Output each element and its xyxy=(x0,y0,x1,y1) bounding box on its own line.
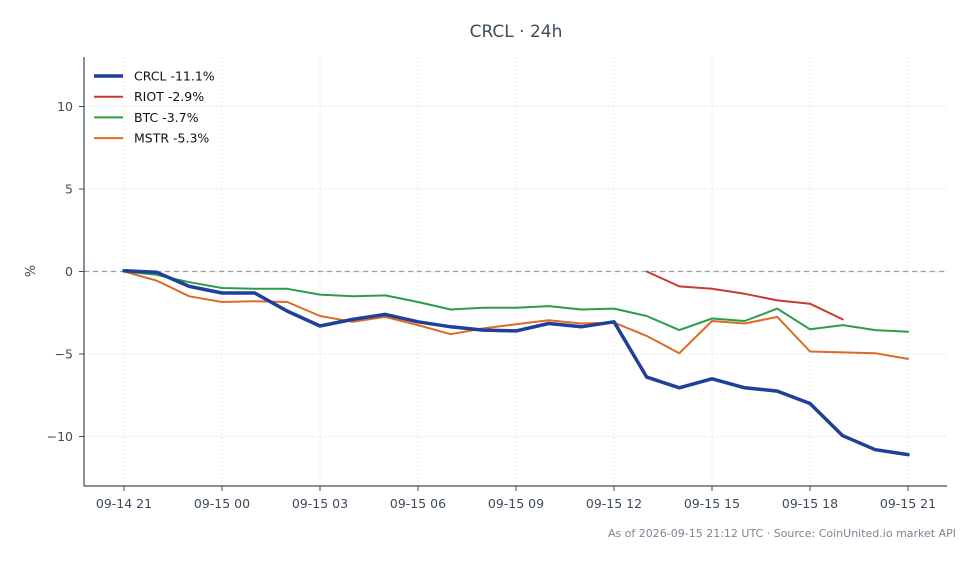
grid xyxy=(84,57,947,486)
chart-title: CRCL · 24h xyxy=(470,22,563,42)
y-tick-label: 10 xyxy=(57,99,73,114)
x-axis-ticks: 09-14 21 09-15 00 09-15 03 09-15 06 09-15 09… xyxy=(96,486,936,511)
series-line-crcl xyxy=(122,268,910,457)
x-tick-label: 09-15 21 xyxy=(880,496,936,511)
source-footer: As of 2026-09-15 21:12 UTC · Source: Coi… xyxy=(608,527,956,540)
x-tick-label: 09-15 09 xyxy=(488,496,544,511)
y-tick-label: 5 xyxy=(65,182,73,197)
x-tick-label: 09-15 18 xyxy=(782,496,838,511)
x-tick-label: 09-15 00 xyxy=(194,496,250,511)
y-axis-label: % xyxy=(24,265,39,277)
y-axis-ticks: 10 5 0 −5 −10 xyxy=(47,99,84,444)
series-line-riot xyxy=(645,270,844,321)
series-line-btc xyxy=(123,270,909,333)
x-tick-label: 09-15 06 xyxy=(390,496,446,511)
y-tick-label: −5 xyxy=(55,347,73,362)
series-lines xyxy=(122,268,910,457)
legend-label-mstr: MSTR -5.3% xyxy=(134,131,209,146)
x-tick-label: 09-14 21 xyxy=(96,496,152,511)
y-tick-label: −10 xyxy=(47,429,73,444)
legend-label-riot: RIOT -2.9% xyxy=(134,89,204,104)
legend-label-crcl: CRCL -11.1% xyxy=(134,69,215,84)
legend: CRCL -11.1% RIOT -2.9% BTC -3.7% MSTR -5.3% xyxy=(94,69,215,146)
legend-label-btc: BTC -3.7% xyxy=(134,110,199,125)
series-line-mstr xyxy=(123,270,909,360)
y-tick-label: 0 xyxy=(65,264,73,279)
x-tick-label: 09-15 03 xyxy=(292,496,348,511)
x-tick-label: 09-15 15 xyxy=(684,496,740,511)
x-tick-label: 09-15 12 xyxy=(586,496,642,511)
